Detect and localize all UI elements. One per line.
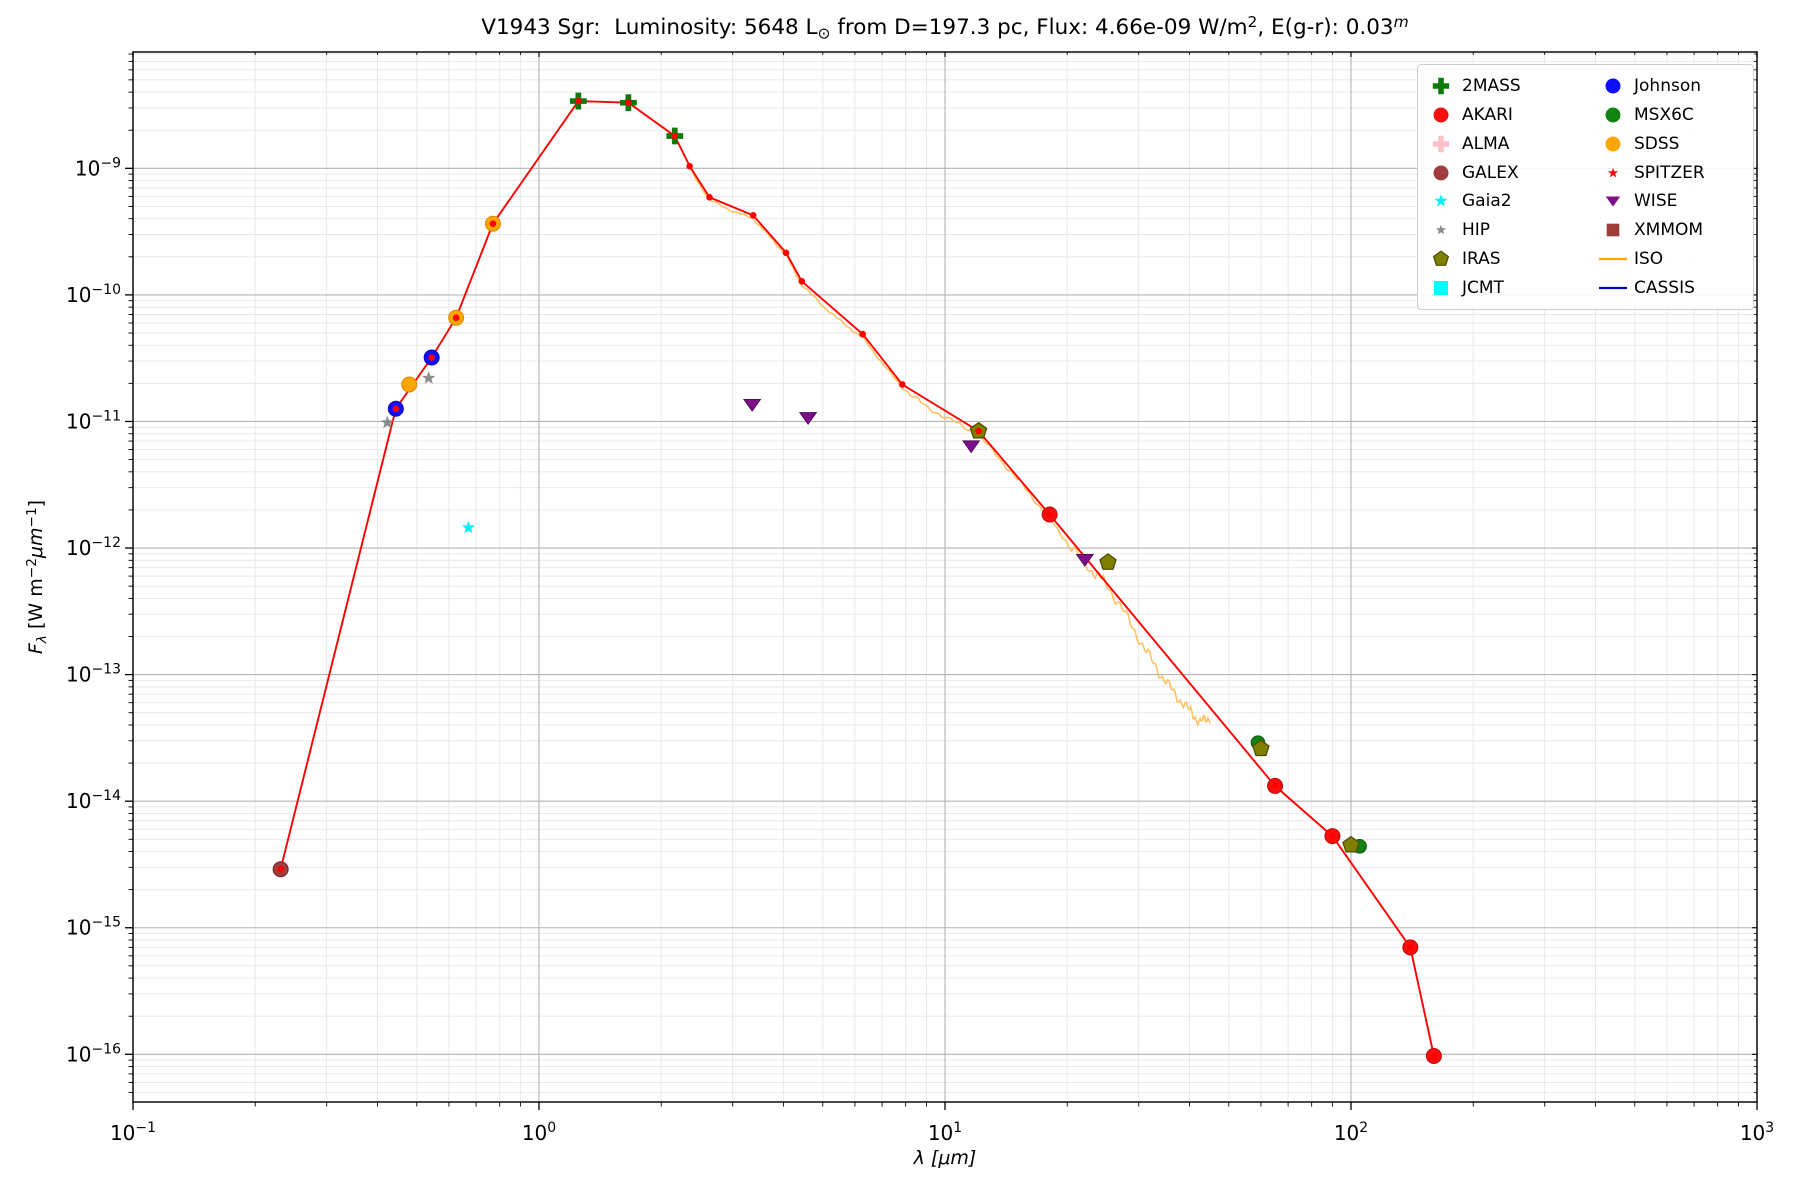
xmmom-marker-icon <box>1606 223 1620 237</box>
ylabel-exp-1: −2 <box>24 558 41 579</box>
legend-item-hip: HIP <box>1422 216 1594 245</box>
legend-label-iso: ISO <box>1634 248 1664 269</box>
title-exp-m: m <box>1393 13 1409 31</box>
legend-label-spitzer: SPITZER <box>1634 162 1705 183</box>
svg-text:103: 103 <box>1740 1120 1774 1145</box>
iras-marker-icon <box>1432 250 1450 266</box>
legend-item-gaia2: Gaia2 <box>1422 187 1594 216</box>
jcmt-marker-icon <box>1434 280 1448 295</box>
legend-item-iso: ISO <box>1594 245 1749 274</box>
iso-marker-icon <box>1599 257 1627 261</box>
series-MSX6C <box>1250 735 1367 854</box>
legend-item-2mass: 2MASS <box>1422 72 1594 101</box>
title-text-2: from D=197.3 pc, Flux: 4.66e-09 W/m <box>830 14 1248 40</box>
2mass-marker-icon <box>1432 78 1450 95</box>
series-Gaia2 <box>461 520 475 534</box>
ylabel-lambda-sub: λ <box>33 635 50 644</box>
legend-label-jcmt: JCMT <box>1462 277 1504 298</box>
wise-marker-icon <box>1605 196 1621 207</box>
series-HIP <box>380 371 436 429</box>
ylabel-units-1: [W m <box>25 578 48 636</box>
ylabel-F: F <box>25 643 48 655</box>
hip-marker-icon <box>1435 224 1447 235</box>
svg-text:10−10: 10−10 <box>66 282 121 307</box>
chart-title: V1943 Sgr: Luminosity: 5648 L⊙ from D=19… <box>133 13 1757 42</box>
legend-item-wise: WISE <box>1594 187 1749 216</box>
svg-text:102: 102 <box>1334 1120 1368 1145</box>
legend-label-iras: IRAS <box>1462 248 1501 269</box>
legend-label-xmmom: XMMOM <box>1634 220 1704 241</box>
svg-text:10−15: 10−15 <box>66 915 121 940</box>
legend-column-1: 2MASS AKARI ALMA GALEX Gaia2 HIP IRAS JCMT <box>1422 72 1594 302</box>
svg-text:100: 100 <box>522 1120 556 1145</box>
series-AKARI <box>1041 506 1442 1064</box>
legend-item-akari: AKARI <box>1422 101 1594 130</box>
svg-text:10−14: 10−14 <box>66 788 121 813</box>
title-exp-2: 2 <box>1247 13 1258 31</box>
title-text-1: V1943 Sgr: Luminosity: 5648 L <box>481 14 818 40</box>
model-line-vertices <box>277 97 1438 1060</box>
akari-marker-icon <box>1433 107 1449 123</box>
legend-label-cassis: CASSIS <box>1634 277 1695 298</box>
axes-frame: 10−1 100 101 102 103 10−9 10−10 10−11 10−12 10−13… <box>66 51 1774 1145</box>
xlabel-text: λ [μm] <box>913 1147 977 1169</box>
ylabel-exp-2: −1 <box>24 507 41 528</box>
ylabel-units-2: μm <box>25 527 48 559</box>
spitzer-marker-icon <box>1607 167 1619 178</box>
legend-item-spitzer: SPITZER <box>1594 158 1749 187</box>
sun-symbol: ⊙ <box>817 24 831 43</box>
alma-marker-icon <box>1432 135 1450 153</box>
y-axis-label: Fλ [W m−2μm−1] <box>24 500 50 654</box>
svg-text:10−9: 10−9 <box>75 155 121 180</box>
legend-column-2: Johnson MSX6C SDSS SPITZER WISE XMMOM ISO CASSI… <box>1594 72 1749 302</box>
legend-item-xmmom: XMMOM <box>1594 216 1749 245</box>
svg-text:10−11: 10−11 <box>66 408 121 433</box>
johnson-marker-icon <box>1605 78 1621 94</box>
legend-label-sdss: SDSS <box>1634 133 1680 154</box>
x-axis-label: λ [μm] <box>133 1147 1757 1169</box>
legend-item-jcmt: JCMT <box>1422 273 1594 302</box>
legend-item-johnson: Johnson <box>1594 72 1749 101</box>
legend-item-cassis: CASSIS <box>1594 273 1749 302</box>
ylabel-units-3: ] <box>25 499 48 508</box>
svg-text:10−13: 10−13 <box>66 662 121 687</box>
series-ISO-spectrum <box>689 167 1211 728</box>
legend-label-wise: WISE <box>1634 191 1678 212</box>
legend-item-msx6c: MSX6C <box>1594 101 1749 130</box>
legend-label-hip: HIP <box>1462 220 1491 241</box>
legend-item-iras: IRAS <box>1422 245 1594 274</box>
svg-text:10−12: 10−12 <box>66 535 121 560</box>
legend-label-alma: ALMA <box>1462 133 1510 154</box>
legend-item-sdss: SDSS <box>1594 130 1749 159</box>
legend-label-akari: AKARI <box>1462 105 1513 126</box>
legend-label-galex: GALEX <box>1462 162 1519 183</box>
galex-marker-icon <box>1433 165 1449 181</box>
legend-item-alma: ALMA <box>1422 130 1594 159</box>
msx6c-marker-icon <box>1605 107 1621 123</box>
legend-item-galex: GALEX <box>1422 158 1594 187</box>
svg-text:10−1: 10−1 <box>110 1120 156 1145</box>
svg-text:101: 101 <box>928 1120 962 1145</box>
legend-label-msx6c: MSX6C <box>1634 105 1694 126</box>
series-SDSS <box>401 215 501 393</box>
legend-label-gaia2: Gaia2 <box>1462 191 1512 212</box>
gaia2-marker-icon <box>1434 194 1448 207</box>
legend-label-johnson: Johnson <box>1634 76 1701 97</box>
series-WISE <box>742 398 1094 567</box>
legend-label-2mass: 2MASS <box>1462 76 1521 97</box>
legend: 2MASS AKARI ALMA GALEX Gaia2 HIP IRAS JCMT Johns… <box>1417 64 1754 310</box>
title-text-3: , E(g-r): 0.03 <box>1257 14 1394 40</box>
cassis-marker-icon <box>1599 286 1627 289</box>
series-IRAS <box>969 421 1360 853</box>
sdss-marker-icon <box>1605 136 1621 152</box>
svg-text:10−16: 10−16 <box>66 1041 121 1066</box>
